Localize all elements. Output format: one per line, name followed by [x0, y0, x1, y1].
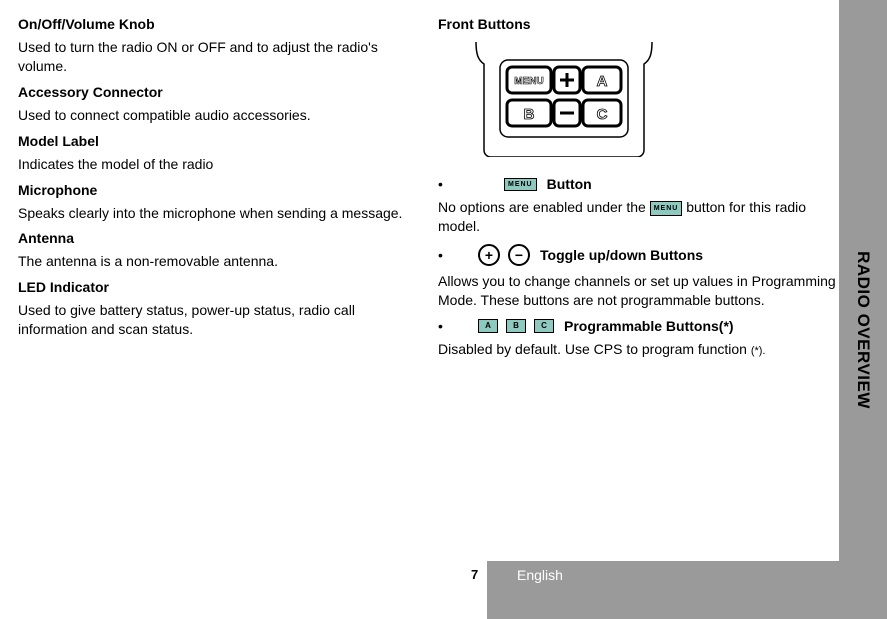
- bullet-icon: •: [438, 318, 454, 334]
- minus-icon: −: [508, 244, 530, 266]
- page-number: 7: [471, 567, 478, 582]
- bullet-menu: • MENU Button: [438, 176, 837, 192]
- toggle-label: Toggle up/down Buttons: [540, 247, 703, 263]
- heading-led: LED Indicator: [18, 279, 408, 295]
- plus-icon: +: [478, 244, 500, 266]
- heading-knob: On/Off/Volume Knob: [18, 16, 408, 32]
- radio-front-diagram: MENU A B C: [454, 42, 837, 162]
- text-knob: Used to turn the radio ON or OFF and to …: [18, 38, 408, 76]
- text-led: Used to give battery status, power-up st…: [18, 301, 408, 339]
- heading-mic: Microphone: [18, 182, 408, 198]
- side-tab: RADIO OVERVIEW: [839, 0, 887, 619]
- footer-bar: 7 English: [487, 561, 887, 619]
- text-model: Indicates the model of the radio: [18, 155, 408, 174]
- heading-front-buttons: Front Buttons: [438, 16, 837, 32]
- prog-text-a: Disabled by default. Use CPS to program …: [438, 341, 751, 357]
- section-title: RADIO OVERVIEW: [853, 251, 873, 409]
- programmable-description: Disabled by default. Use CPS to program …: [438, 340, 837, 359]
- heading-antenna: Antenna: [18, 230, 408, 246]
- left-column: On/Off/Volume Knob Used to turn the radi…: [18, 8, 408, 364]
- text-accessory: Used to connect compatible audio accesso…: [18, 106, 408, 125]
- b-badge-icon: B: [506, 319, 526, 333]
- menu-text-a: No options are enabled under the: [438, 199, 650, 215]
- menu-badge-icon: MENU: [504, 178, 537, 191]
- menu-button-label: Button: [547, 176, 592, 192]
- bullet-toggle: • + − Toggle up/down Buttons: [438, 244, 837, 266]
- a-badge-icon: A: [478, 319, 498, 333]
- bullet-icon: •: [438, 247, 454, 263]
- text-antenna: The antenna is a non-removable antenna.: [18, 252, 408, 271]
- prog-text-b: (*).: [751, 345, 766, 357]
- text-mic: Speaks clearly into the microphone when …: [18, 204, 408, 223]
- svg-text:B: B: [524, 106, 535, 123]
- menu-description: No options are enabled under the MENU bu…: [438, 198, 837, 236]
- bullet-icon: •: [438, 176, 454, 192]
- heading-model: Model Label: [18, 133, 408, 149]
- svg-text:MENU: MENU: [514, 76, 543, 87]
- toggle-description: Allows you to change channels or set up …: [438, 272, 837, 310]
- bullet-programmable: • A B C Programmable Buttons(*): [438, 318, 837, 334]
- svg-text:A: A: [597, 73, 608, 90]
- c-badge-icon: C: [534, 319, 554, 333]
- language-label: English: [517, 567, 563, 583]
- heading-accessory: Accessory Connector: [18, 84, 408, 100]
- menu-inline-badge-icon: MENU: [650, 201, 683, 216]
- programmable-label: Programmable Buttons(*): [564, 318, 734, 334]
- svg-text:C: C: [597, 106, 608, 123]
- right-column: Front Buttons MENU A B: [438, 8, 837, 364]
